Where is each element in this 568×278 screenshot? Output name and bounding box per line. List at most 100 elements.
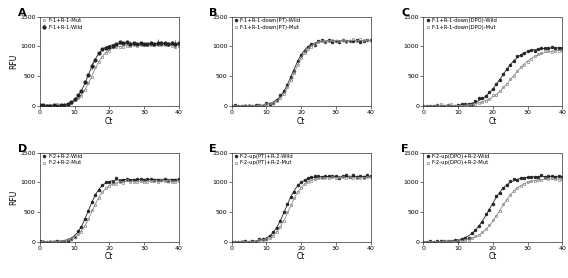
F-1+R-1-down(PT)-Mut xyxy=(284,86,291,89)
Legend: F-1+R-1-Mut, F-1+R-1-Wild: F-1+R-1-Mut, F-1+R-1-Wild xyxy=(41,18,83,30)
F-1+R-1-down(DPO)-Wild xyxy=(541,46,548,50)
F-1+R-1-down(PT)-Wild xyxy=(304,45,311,49)
F-2-up(DPO)+R-2-Mut xyxy=(493,214,500,217)
F-1+R-1-down(DPO)-Mut xyxy=(517,66,524,69)
F-1+R-1-down(DPO)-Mut xyxy=(541,50,548,53)
F-1+R-1-Mut xyxy=(123,44,130,47)
F-1+R-1-down(PT)-Wild xyxy=(357,40,364,44)
F-2-up(PT)+R-2-Wild xyxy=(287,195,294,198)
F-1+R-1-down(PT)-Mut xyxy=(343,40,350,44)
F-1+R-1-down(PT)-Wild xyxy=(287,75,294,79)
F-1+R-1-down(DPO)-Mut xyxy=(493,93,500,96)
F-2-up(DPO)+R-2-Wild xyxy=(475,224,482,228)
F-2-up(PT)+R-2-Wild xyxy=(325,174,332,178)
F-2-up(DPO)+R-2-Mut xyxy=(534,178,541,182)
F-1+R-1-down(PT)-Mut xyxy=(270,101,277,104)
F-2+R-2-Mut xyxy=(92,203,99,207)
F-1+R-1-down(PT)-Wild xyxy=(252,103,259,106)
F-1+R-1-Mut xyxy=(95,60,102,64)
F-2-up(PT)+R-2-Wild xyxy=(332,175,339,178)
F-2-up(DPO)+R-2-Wild xyxy=(458,238,465,241)
F-1+R-1-down(DPO)-Mut xyxy=(482,99,489,103)
F-2-up(DPO)+R-2-Mut xyxy=(427,240,434,243)
F-2+R-2-Mut xyxy=(106,184,112,187)
Line: F-1+R-1-down(DPO)-Mut: F-1+R-1-down(DPO)-Mut xyxy=(422,48,563,107)
F-1+R-1-down(DPO)-Wild xyxy=(503,68,510,71)
F-2-up(PT)+R-2-Mut xyxy=(315,177,322,180)
F-1+R-1-down(DPO)-Mut xyxy=(549,50,556,54)
Legend: F-2+R-2-Wild, F-2+R-2-Mut: F-2+R-2-Wild, F-2+R-2-Mut xyxy=(41,153,83,166)
F-1+R-1-down(DPO)-Wild xyxy=(479,96,486,100)
F-1+R-1-Mut xyxy=(54,103,61,106)
F-1+R-1-down(DPO)-Wild xyxy=(441,104,448,108)
F-2-up(PT)+R-2-Mut xyxy=(239,239,245,243)
F-1+R-1-down(DPO)-Wild xyxy=(490,88,496,91)
F-2+R-2-Mut xyxy=(120,182,127,185)
F-2+R-2-Mut xyxy=(43,240,50,244)
F-2-up(DPO)+R-2-Mut xyxy=(503,198,510,202)
F-1+R-1-down(DPO)-Mut xyxy=(444,104,451,107)
F-2-up(PT)+R-2-Wild xyxy=(360,175,367,178)
F-1+R-1-down(DPO)-Mut xyxy=(451,104,458,108)
F-2+R-2-Mut xyxy=(113,182,120,185)
F-2-up(PT)+R-2-Mut xyxy=(353,177,360,180)
F-1+R-1-down(DPO)-Wild xyxy=(462,102,469,106)
F-1+R-1-down(PT)-Wild xyxy=(266,102,273,105)
F-2+R-2-Wild xyxy=(141,179,148,182)
F-2+R-2-Mut xyxy=(176,180,182,183)
F-2+R-2-Mut xyxy=(133,180,140,183)
Line: F-1+R-1-down(DPO)-Wild: F-1+R-1-down(DPO)-Wild xyxy=(422,46,563,107)
F-2+R-2-Mut xyxy=(68,238,74,241)
F-2+R-2-Wild xyxy=(137,177,144,181)
F-2-up(PT)+R-2-Mut xyxy=(325,176,332,180)
F-2+R-2-Wild xyxy=(99,183,106,187)
F-1+R-1-down(PT)-Mut xyxy=(308,45,315,49)
F-2-up(PT)+R-2-Mut xyxy=(266,236,273,239)
F-2+R-2-Mut xyxy=(165,179,172,183)
F-1+R-1-down(DPO)-Mut xyxy=(454,104,461,107)
F-2+R-2-Mut xyxy=(123,178,130,182)
F-1+R-1-down(DPO)-Wild xyxy=(475,96,482,100)
F-2-up(DPO)+R-2-Mut xyxy=(549,177,556,180)
F-2-up(PT)+R-2-Wild xyxy=(242,239,249,242)
F-2+R-2-Mut xyxy=(74,232,81,235)
F-2-up(PT)+R-2-Mut xyxy=(284,211,291,214)
F-2-up(DPO)+R-2-Wild xyxy=(510,178,517,181)
F-2-up(PT)+R-2-Wild xyxy=(277,219,283,222)
F-1+R-1-down(DPO)-Wild xyxy=(559,46,566,49)
F-2-up(DPO)+R-2-Wild xyxy=(479,220,486,223)
F-2-up(DPO)+R-2-Wild xyxy=(451,239,458,242)
Line: F-2-up(DPO)+R-2-Wild: F-2-up(DPO)+R-2-Wild xyxy=(422,174,563,243)
F-1+R-1-down(PT)-Wild xyxy=(339,38,346,42)
F-2+R-2-Wild xyxy=(40,240,47,243)
F-2+R-2-Wild xyxy=(154,178,161,182)
F-2-up(PT)+R-2-Mut xyxy=(350,177,357,180)
F-1+R-1-Mut xyxy=(120,45,127,48)
F-2-up(PT)+R-2-Wild xyxy=(304,177,311,180)
F-2-up(PT)+R-2-Mut xyxy=(294,190,301,193)
F-2-up(PT)+R-2-Mut xyxy=(301,183,308,186)
F-2-up(DPO)+R-2-Mut xyxy=(434,240,441,243)
F-1+R-1-down(PT)-Mut xyxy=(228,104,235,108)
F-2-up(DPO)+R-2-Mut xyxy=(517,184,524,187)
F-1+R-1-Mut xyxy=(133,44,140,48)
Text: C: C xyxy=(401,8,409,18)
F-2-up(DPO)+R-2-Wild xyxy=(441,240,448,243)
F-1+R-1-down(DPO)-Wild xyxy=(472,99,479,103)
F-1+R-1-Mut xyxy=(40,104,47,108)
F-2-up(DPO)+R-2-Mut xyxy=(559,178,566,181)
F-1+R-1-down(DPO)-Mut xyxy=(462,104,469,107)
F-1+R-1-down(DPO)-Mut xyxy=(521,63,528,67)
F-2-up(PT)+R-2-Mut xyxy=(329,176,336,179)
F-1+R-1-down(DPO)-Mut xyxy=(496,89,503,92)
F-2+R-2-Mut xyxy=(127,180,133,183)
F-2-up(DPO)+R-2-Wild xyxy=(462,236,469,239)
F-2-up(PT)+R-2-Wild xyxy=(291,190,298,193)
F-2-up(PT)+R-2-Mut xyxy=(273,230,280,234)
F-2-up(PT)+R-2-Mut xyxy=(242,240,249,244)
F-1+R-1-down(PT)-Wild xyxy=(298,53,304,57)
F-2-up(PT)+R-2-Wild xyxy=(232,240,239,244)
F-1+R-1-down(PT)-Mut xyxy=(291,71,298,75)
F-2-up(DPO)+R-2-Wild xyxy=(549,175,556,178)
F-1+R-1-down(DPO)-Wild xyxy=(528,48,534,51)
